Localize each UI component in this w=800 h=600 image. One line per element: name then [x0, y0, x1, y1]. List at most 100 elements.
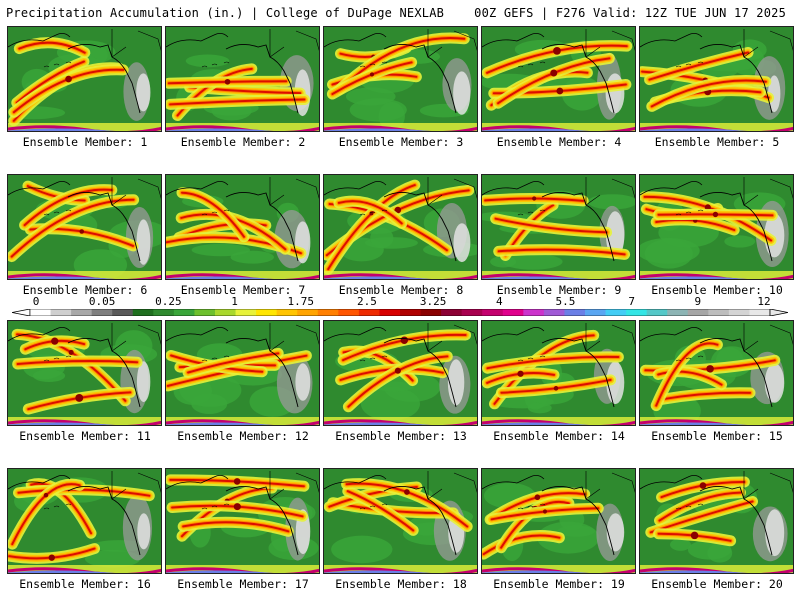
coastline [541, 486, 615, 556]
colorbar-tick-label: 3.25 [419, 295, 447, 308]
precip-map-svg [324, 175, 477, 279]
ensemble-member-label: Ensemble Member: 12 [177, 429, 309, 443]
ensemble-member-map [323, 320, 478, 426]
map-title: Precipitation Accumulation (in.) | Colle… [6, 6, 445, 20]
colorbar-swatch [317, 309, 339, 316]
colorbar-swatch [523, 309, 545, 316]
colorbar-tick-label: 9 [694, 295, 702, 308]
ensemble-member-map [481, 26, 636, 132]
colorbar-tick-label: 0.05 [88, 295, 116, 308]
precip-map-svg [640, 469, 793, 573]
precip-map-svg [8, 27, 161, 131]
colorbar-swatch [194, 309, 216, 316]
ensemble-member-map [7, 468, 162, 574]
ensemble-member-label: Ensemble Member: 14 [493, 429, 625, 443]
coastline [383, 44, 457, 114]
ensemble-member-label: Ensemble Member: 6 [22, 283, 148, 297]
colorbar-swatch [30, 309, 52, 316]
ensemble-member-map [165, 26, 320, 132]
colorbar-swatch [461, 309, 483, 316]
coastline [541, 192, 615, 262]
colorbar-tick-label: 0.25 [155, 295, 182, 308]
ensemble-member-map [639, 320, 794, 426]
precip-map-svg [166, 27, 319, 131]
colorbar-swatch [441, 309, 463, 316]
colorbar-swatch [132, 309, 154, 316]
ensemble-member-label: Ensemble Member: 11 [19, 429, 151, 443]
colorbar-tick-label: 4 [495, 295, 503, 308]
ensemble-member-map [165, 468, 320, 574]
ensemble-member-label: Ensemble Member: 17 [177, 577, 309, 591]
colorbar-swatch [256, 309, 278, 316]
precip-map-svg [482, 321, 635, 425]
colorbar-swatch [728, 309, 750, 316]
colorbar-swatch [420, 309, 442, 316]
precip-map-svg [166, 175, 319, 279]
colorbar-swatch [153, 309, 175, 316]
coastline [699, 486, 773, 556]
ensemble-member-label: Ensemble Member: 3 [338, 135, 464, 149]
coastline [383, 338, 457, 408]
colorbar-swatch [502, 309, 524, 316]
precip-map-svg [8, 321, 161, 425]
coastline [67, 44, 141, 114]
coastline [225, 338, 299, 408]
ensemble-member-label: Ensemble Member: 1 [22, 135, 148, 149]
ensemble-member-label: Ensemble Member: 2 [180, 135, 306, 149]
colorbar-tick-label: 1 [231, 295, 238, 308]
precip-map-svg [324, 27, 477, 131]
colorbar-tick-label: 12 [757, 295, 771, 308]
colorbar-swatch [215, 309, 237, 316]
ensemble-member-map [323, 174, 478, 280]
coastline [383, 486, 457, 556]
ensemble-member-label: Ensemble Member: 13 [335, 429, 467, 443]
coastline [67, 192, 141, 262]
ensemble-member-map [165, 174, 320, 280]
precip-map-svg [324, 469, 477, 573]
colorbar-swatch [749, 309, 771, 316]
ensemble-member-label: Ensemble Member: 9 [496, 283, 622, 297]
colorbar-tick-label: 7 [628, 295, 635, 308]
colorbar-swatch [543, 309, 565, 316]
colorbar-swatch [297, 309, 319, 316]
ensemble-member-label: Ensemble Member: 10 [651, 283, 783, 297]
precip-map-svg [640, 175, 793, 279]
precip-map-svg [482, 469, 635, 573]
ensemble-member-map [639, 468, 794, 574]
colorbar-swatch [91, 309, 113, 316]
ensemble-member-map [7, 26, 162, 132]
colorbar-tick-label: 5.5 [555, 295, 576, 308]
ensemble-member-label: Ensemble Member: 4 [496, 135, 622, 149]
ensemble-member-label: Ensemble Member: 19 [493, 577, 625, 591]
coastline [67, 486, 141, 556]
colorbar-swatch [173, 309, 195, 316]
colorbar-swatch [585, 309, 607, 316]
precip-map-svg [324, 321, 477, 425]
ensemble-member-map [7, 320, 162, 426]
ensemble-member-label: Ensemble Member: 7 [180, 283, 306, 297]
coastline [541, 338, 615, 408]
colorbar-swatch [112, 309, 134, 316]
ensemble-member-label: Ensemble Member: 20 [651, 577, 783, 591]
ensemble-member-map [481, 468, 636, 574]
ensemble-member-map [481, 174, 636, 280]
colorbar-swatch [379, 309, 401, 316]
ensemble-member-label: Ensemble Member: 5 [654, 135, 780, 149]
precip-map-svg [482, 175, 635, 279]
precip-map-svg [166, 469, 319, 573]
precip-map-svg [166, 321, 319, 425]
ensemble-member-map [639, 26, 794, 132]
precip-map-svg [640, 27, 793, 131]
colorbar-swatch [626, 309, 648, 316]
colorbar-swatch [338, 309, 360, 316]
colorbar-swatch [400, 309, 422, 316]
ensemble-member-map [323, 26, 478, 132]
ensemble-member-map [7, 174, 162, 280]
ensemble-member-map [481, 320, 636, 426]
colorbar-swatch [482, 309, 504, 316]
coastline [67, 338, 141, 408]
colorbar-tick-label: 2.5 [356, 295, 377, 308]
colorbar-swatch [358, 309, 380, 316]
colorbar-strip [12, 309, 788, 316]
ensemble-member-map [165, 320, 320, 426]
